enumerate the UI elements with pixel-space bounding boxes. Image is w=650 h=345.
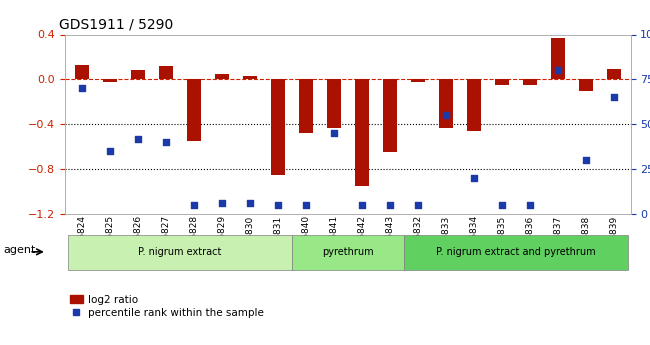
Bar [355,79,369,186]
Bar [299,79,313,133]
Bar [439,79,453,128]
Bar [242,76,257,79]
Bar [467,79,481,131]
Bar [75,65,89,79]
Bar [131,70,145,79]
Point [357,202,367,208]
Point [385,202,395,208]
Point [580,157,591,163]
Point [161,139,171,145]
Bar [578,79,593,91]
FancyBboxPatch shape [404,235,628,270]
Point [216,200,227,206]
Text: agent: agent [3,245,36,255]
Point [413,202,423,208]
Bar [495,79,509,85]
Bar [523,79,537,85]
Point [188,202,199,208]
Bar [159,66,173,79]
Point [105,148,115,154]
FancyBboxPatch shape [68,235,292,270]
Point [300,202,311,208]
Bar [214,74,229,79]
Point [497,202,507,208]
Bar [187,79,201,141]
Text: GDS1911 / 5290: GDS1911 / 5290 [59,18,174,32]
Bar [103,79,117,82]
Point [552,68,563,73]
Point [272,202,283,208]
Bar [606,69,621,79]
Point [525,202,535,208]
Point [244,200,255,206]
Point [328,130,339,136]
Bar [271,79,285,175]
Bar [327,79,341,128]
Text: P. nigrum extract and pyrethrum: P. nigrum extract and pyrethrum [436,247,595,257]
Bar [383,79,396,152]
FancyBboxPatch shape [292,235,404,270]
Text: P. nigrum extract: P. nigrum extract [138,247,222,257]
Point [133,136,143,141]
Point [469,175,479,181]
Bar [411,79,424,82]
Point [608,95,619,100]
Text: pyrethrum: pyrethrum [322,247,374,257]
Legend: log2 ratio, percentile rank within the sample: log2 ratio, percentile rank within the s… [70,295,264,318]
Bar [551,38,565,79]
Point [77,86,87,91]
Point [441,112,451,118]
